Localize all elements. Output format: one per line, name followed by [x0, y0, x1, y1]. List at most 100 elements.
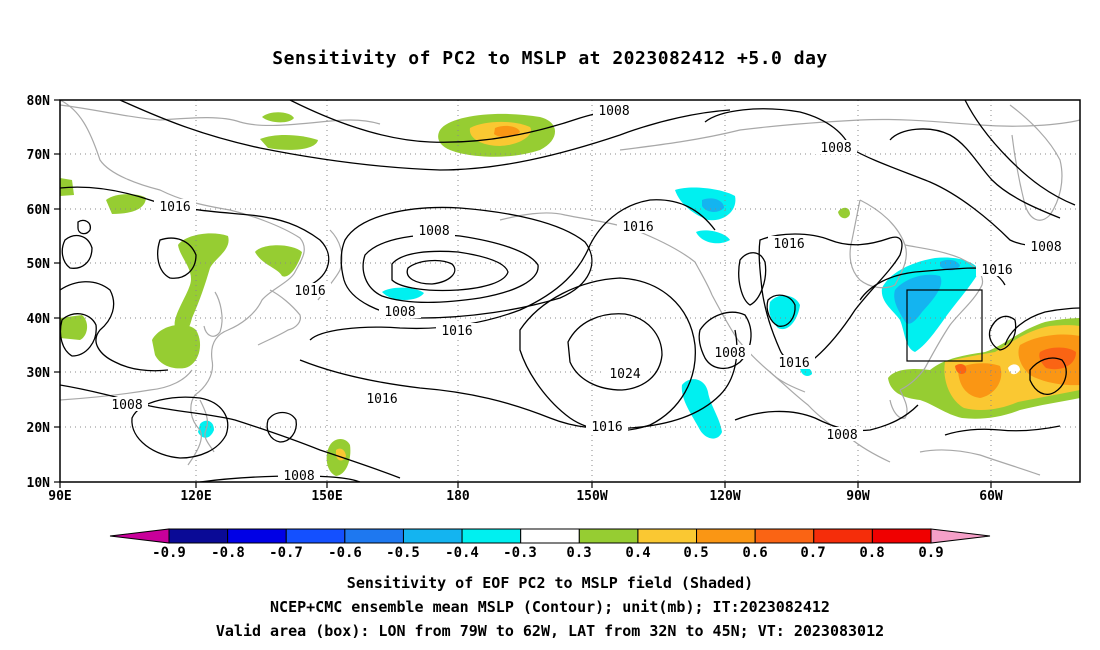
colorbar-cell: [578, 528, 639, 544]
lat-label-10n: 10N: [27, 476, 51, 491]
svg-text:1016: 1016: [622, 220, 653, 235]
shade-atlantic-red-small: [955, 364, 967, 374]
contour-greenland-2: [964, 100, 1076, 206]
shade-cyan-east-core: [894, 274, 942, 324]
colorbar-cell: [813, 528, 873, 544]
shade-arctic-positive-peak: [494, 125, 520, 138]
coast-china-south: [60, 369, 193, 401]
coast-hudson-bay: [849, 199, 907, 289]
cb-label-7: 0.3: [566, 545, 591, 561]
lat-label-70n: 70N: [27, 148, 51, 163]
contour-label-13: 1008: [709, 345, 751, 361]
contour-label-group: 1008 1008 1016 1008 1008 1016 1016 1016 …: [106, 103, 1067, 482]
coast-korea: [203, 291, 223, 337]
contour-label-16: 1008: [821, 427, 863, 443]
coast-florida: [889, 389, 908, 419]
contour-label-15: 1016: [773, 355, 815, 371]
coast-arctic-canada: [619, 118, 1080, 151]
contour-label-1: 1008: [815, 140, 857, 156]
contour-na-rockies: [738, 252, 767, 306]
lat-label-40n: 40N: [27, 312, 51, 327]
contour-label-11: 1016: [436, 323, 478, 339]
contour-arctic-east: [704, 108, 1041, 247]
lon-label-120e: 120E: [180, 489, 211, 504]
coast-na-east: [899, 244, 984, 391]
colorbar-labels: -0.9 -0.8 -0.7 -0.6 -0.5 -0.4 -0.3 0.3 0…: [152, 545, 944, 561]
plot-frame: [59, 99, 1081, 483]
contour-label-14: 1008: [106, 397, 148, 413]
caption-contour: NCEP+CMC ensemble mean MSLP (Contour); u…: [270, 598, 830, 616]
contour-aleutian-low-core: [406, 259, 456, 285]
svg-text:1008: 1008: [826, 428, 857, 443]
svg-text:1008: 1008: [598, 104, 629, 119]
contour-label-10: 1008: [379, 304, 421, 320]
coast-na-west: [711, 294, 806, 393]
shade-green-1: [262, 112, 294, 123]
shade-cyan-5: [769, 295, 800, 330]
colorbar-cells: [168, 528, 932, 544]
contour-label-18: 1008: [278, 468, 320, 482]
coast-japan: [257, 289, 301, 346]
contour-greenland: [889, 128, 1061, 219]
contour-west-small-2: [60, 313, 97, 357]
contour-pacific-high-outer: [519, 277, 696, 432]
coast-south-america: [919, 449, 1041, 476]
cb-label-4: -0.5: [386, 545, 420, 561]
lon-labels: 90E 120E 150E 180 150W 120W 90W 60W: [48, 489, 1003, 504]
shade-green-5: [174, 233, 229, 336]
shade-green-10: [838, 207, 850, 219]
colorbar-cell: [637, 528, 698, 544]
coast-mexico: [769, 371, 891, 463]
page-title: Sensitivity of PC2 to MSLP at 2023082412…: [272, 48, 828, 69]
cb-label-0: -0.9: [152, 545, 186, 561]
contour-trop-low-2: [266, 411, 297, 443]
caption-shaded: Sensitivity of EOF PC2 to MSLP field (Sh…: [346, 574, 754, 592]
svg-text:1016: 1016: [294, 284, 325, 299]
shade-green-7: [60, 315, 88, 340]
svg-text:1008: 1008: [418, 224, 449, 239]
lon-label-90w: 90W: [846, 489, 870, 504]
colorbar-cell: [402, 528, 463, 544]
shade-cyan-1-core: [702, 198, 724, 212]
contour-label-5: 1016: [617, 219, 659, 235]
contour-label-7: 1016: [976, 262, 1018, 278]
contour-label-4: 1008: [413, 223, 455, 239]
contour-east-small-1: [988, 315, 1017, 351]
contour-na-south-1008: [734, 404, 919, 432]
colorbar-cell: [227, 528, 287, 544]
svg-text:1016: 1016: [159, 200, 190, 215]
contour-west-coast: [60, 281, 169, 372]
cb-label-2: -0.7: [269, 545, 303, 561]
svg-text:1008: 1008: [1030, 240, 1061, 255]
colorbar-cell: [461, 528, 522, 544]
valid-area-box: [906, 289, 983, 362]
colorbar-cell: [871, 528, 932, 544]
contour-pacific-1016: [309, 199, 716, 341]
lat-label-80n: 80N: [27, 94, 51, 109]
lon-label-120w: 120W: [709, 489, 740, 504]
contour-aleutian-low-outer: [340, 206, 593, 319]
lon-label-180: 180: [446, 489, 470, 504]
contour-label-12: 1016: [361, 391, 403, 407]
lon-label-90e: 90E: [48, 489, 71, 504]
contour-trop-low-1: [131, 396, 229, 459]
lon-label-150w: 150W: [576, 489, 607, 504]
svg-text:1016: 1016: [366, 392, 397, 407]
contour-west-small-3: [77, 219, 91, 235]
contour-label-9: 1024: [604, 366, 646, 382]
contour-na-1008: [698, 311, 752, 369]
caption-valid-area: Valid area (box): LON from 79W to 62W, L…: [215, 622, 885, 640]
cb-label-11: 0.7: [800, 545, 825, 561]
shade-green-8: [152, 324, 201, 369]
svg-text:1016: 1016: [981, 263, 1012, 278]
svg-text:1016: 1016: [441, 324, 472, 339]
colorbar-cell: [520, 528, 580, 544]
contour-atlantic-1: [1004, 307, 1080, 346]
contour-atlantic-3: [944, 425, 1061, 436]
coast-asia-north: [60, 104, 381, 127]
svg-text:1024: 1024: [609, 367, 640, 382]
contour-west-small-4: [157, 237, 197, 279]
contour-label-3: 1008: [1025, 239, 1067, 255]
contour-na-1016: [758, 233, 903, 363]
lat-label-60n: 60N: [27, 203, 51, 218]
